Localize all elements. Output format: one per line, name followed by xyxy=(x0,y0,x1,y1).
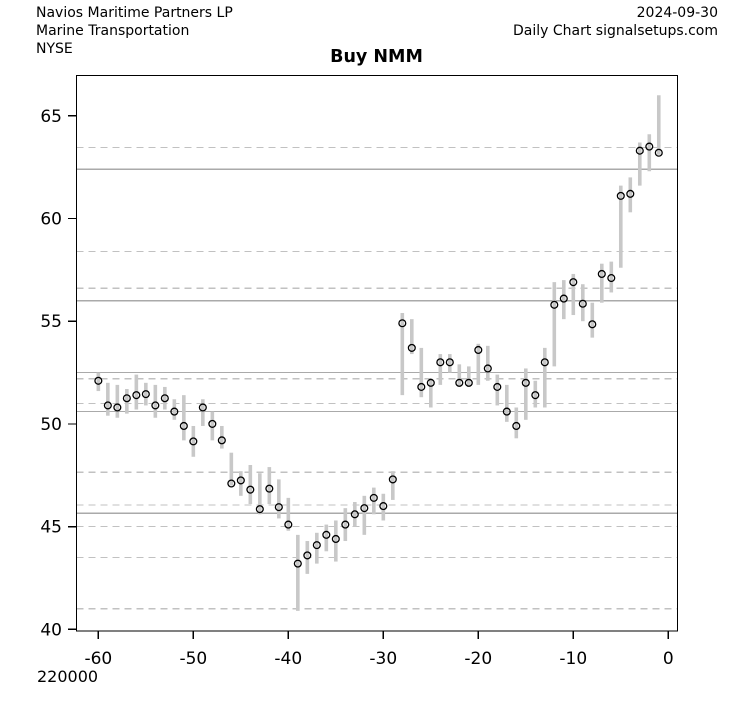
close-marker xyxy=(388,475,397,484)
close-marker xyxy=(379,502,388,511)
chart-source: Daily Chart signalsetups.com xyxy=(512,23,718,39)
close-marker xyxy=(322,530,331,539)
close-marker xyxy=(217,436,226,445)
x-tick-label: -20 xyxy=(464,649,492,669)
close-marker xyxy=(293,559,302,568)
close-marker xyxy=(350,510,359,519)
close-marker xyxy=(445,358,454,367)
close-marker xyxy=(645,142,654,151)
x-tick-label: -30 xyxy=(369,649,397,669)
close-marker xyxy=(483,364,492,373)
close-marker xyxy=(455,378,464,387)
close-marker xyxy=(512,421,521,431)
close-marker xyxy=(122,394,131,403)
close-marker xyxy=(360,504,369,513)
close-marker xyxy=(331,534,340,544)
close-marker xyxy=(265,484,274,493)
close-marker xyxy=(236,476,245,485)
close-marker xyxy=(160,394,169,403)
x-tick-label: -50 xyxy=(179,649,207,669)
close-marker xyxy=(284,520,293,529)
close-marker xyxy=(464,378,473,387)
close-marker xyxy=(132,391,141,400)
close-marker xyxy=(274,503,283,512)
close-marker xyxy=(521,378,530,387)
close-marker xyxy=(303,551,312,560)
close-marker xyxy=(502,407,511,416)
close-marker xyxy=(588,320,597,329)
y-tick-label: 65 xyxy=(40,107,62,127)
close-marker xyxy=(170,407,179,416)
company-name: Navios Maritime Partners LP xyxy=(36,5,233,21)
close-marker xyxy=(113,403,122,412)
close-marker xyxy=(597,269,606,279)
close-marker xyxy=(607,274,616,283)
close-marker xyxy=(550,300,559,309)
close-marker xyxy=(398,319,407,328)
close-marker xyxy=(341,520,350,529)
y-tick-label: 50 xyxy=(40,415,62,435)
y-tick-label: 55 xyxy=(40,312,62,332)
volume-label: 220000 xyxy=(37,667,99,686)
x-tick-label: 0 xyxy=(663,649,674,669)
close-marker xyxy=(654,148,663,157)
close-marker xyxy=(227,479,236,488)
close-marker xyxy=(493,382,502,391)
close-marker xyxy=(616,191,625,200)
close-marker xyxy=(369,493,378,502)
close-marker xyxy=(436,358,445,367)
close-marker xyxy=(474,345,483,355)
close-marker xyxy=(635,146,644,155)
chart-date: 2024-09-30 xyxy=(636,5,718,21)
close-marker xyxy=(578,299,587,308)
close-marker xyxy=(407,343,416,352)
plot-border xyxy=(75,74,679,632)
y-tick-label: 45 xyxy=(40,518,62,538)
close-marker xyxy=(540,358,549,367)
close-marker xyxy=(103,401,112,410)
close-marker xyxy=(255,505,264,514)
close-marker xyxy=(198,403,207,412)
close-marker xyxy=(246,485,255,494)
close-marker xyxy=(151,401,160,410)
y-tick-label: 60 xyxy=(40,209,62,229)
close-marker xyxy=(141,390,150,399)
close-marker xyxy=(626,189,635,198)
close-marker xyxy=(417,382,426,391)
close-marker xyxy=(559,294,568,303)
x-tick-label: -10 xyxy=(559,649,587,669)
x-tick-label: -40 xyxy=(274,649,302,669)
close-marker xyxy=(569,278,578,287)
close-marker xyxy=(531,391,540,400)
sector-label: Marine Transportation xyxy=(36,23,190,39)
close-marker xyxy=(179,421,188,431)
exchange-label: NYSE xyxy=(36,41,73,57)
close-marker xyxy=(208,419,217,428)
close-marker xyxy=(312,541,321,550)
close-marker xyxy=(189,437,198,446)
close-marker xyxy=(94,376,103,385)
close-marker xyxy=(426,378,435,387)
x-tick-label: -60 xyxy=(84,649,112,669)
y-tick-label: 40 xyxy=(40,620,62,640)
chart-title: Buy NMM xyxy=(330,47,423,67)
